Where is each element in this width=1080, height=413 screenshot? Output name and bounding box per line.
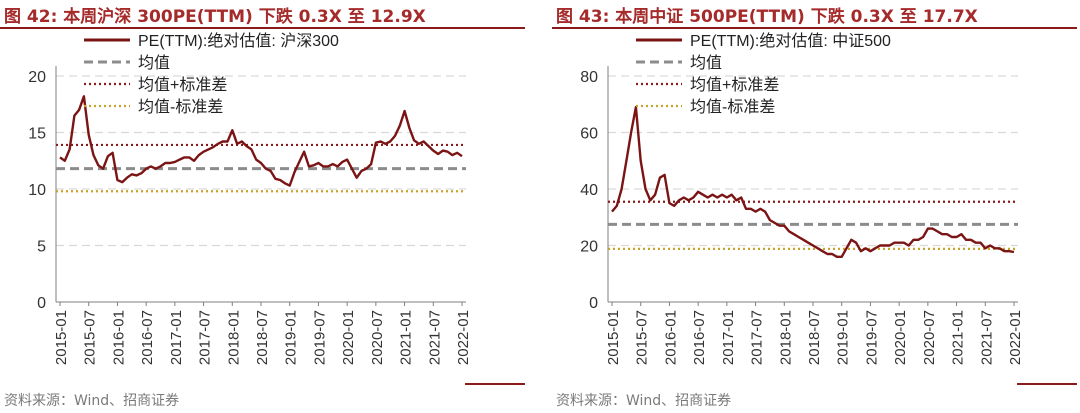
x-tick-label: 2017-07 — [197, 310, 214, 365]
source-note: 资料来源：Wind、招商证券 — [4, 393, 180, 409]
source-rule — [1017, 383, 1077, 385]
legend-label: PE(TTM):绝对估值: 沪深300 — [138, 32, 339, 50]
x-tick-label: 2020-07 — [921, 310, 938, 365]
chart-panel-hs300: 图 42: 本周沪深 300PE(TTM) 下跌 0.3X 至 12.9X 0 5… — [0, 0, 525, 413]
y-tick-label: 20 — [28, 69, 46, 86]
x-tick-label: 2018-07 — [806, 310, 823, 365]
x-tick-label: 2020-07 — [369, 310, 386, 365]
source-rule — [465, 383, 525, 385]
legend-label: 均值+标准差 — [138, 76, 227, 94]
legend-label: 均值 — [690, 54, 722, 72]
x-tick-label: 2015-01 — [53, 310, 70, 365]
x-tick-label: 2015-07 — [82, 310, 99, 365]
title-rule — [0, 27, 525, 29]
y-tick-label: 10 — [28, 182, 46, 199]
x-tick-label: 2016-01 — [110, 310, 127, 365]
y-tick-label: 20 — [580, 239, 598, 256]
x-tick-label: 2018-01 — [225, 310, 242, 365]
legend-label: 均值-标准差 — [138, 98, 223, 116]
y-tick-label: 80 — [580, 69, 598, 86]
pe-chart-hs300: 0 5 10 15 20 2015-01 2015-07 2016-01 2016-07 2017… — [28, 32, 472, 365]
y-tick-label: 60 — [580, 126, 598, 143]
x-tick-label: 2016-07 — [139, 310, 156, 365]
y-tick-label: 5 — [37, 239, 46, 256]
x-tick-label: 2019-07 — [863, 310, 880, 365]
x-tick-label: 2019-07 — [311, 310, 328, 365]
legend-label: 均值+标准差 — [690, 76, 779, 94]
legend-label: 均值-标准差 — [690, 98, 775, 116]
y-tick-label: 40 — [580, 182, 598, 199]
x-tick-label: 2021-07 — [426, 310, 443, 365]
x-tick-label: 2019-01 — [283, 310, 300, 365]
x-tick-label: 2021-07 — [978, 310, 995, 365]
figure-title: 图 42: 本周沪深 300PE(TTM) 下跌 0.3X 至 12.9X — [4, 7, 426, 27]
x-tick-label: 2022-01 — [1007, 310, 1024, 365]
legend-label: 均值 — [138, 54, 170, 72]
source-note: 资料来源：Wind、招商证券 — [556, 393, 732, 409]
x-tick-label: 2017-07 — [749, 310, 766, 365]
pe-chart-csi500: 0 20 40 60 80 2015-01 2015-07 2016-01 2016-07 201… — [580, 32, 1024, 365]
title-rule — [552, 27, 1077, 29]
y-tick-label: 0 — [37, 295, 46, 312]
x-tick-label: 2020-01 — [340, 310, 357, 365]
x-tick-label: 2018-07 — [254, 310, 271, 365]
x-tick-label: 2016-01 — [662, 310, 679, 365]
x-tick-label: 2021-01 — [950, 310, 967, 365]
x-tick-label: 2020-01 — [892, 310, 909, 365]
x-tick-label: 2018-01 — [777, 310, 794, 365]
pe-series-line — [611, 105, 1015, 258]
x-tick-label: 2017-01 — [720, 310, 737, 365]
pe-series-line — [59, 95, 463, 187]
x-tick-label: 2019-01 — [835, 310, 852, 365]
x-tick-label: 2021-01 — [398, 310, 415, 365]
x-tick-label: 2016-07 — [691, 310, 708, 365]
x-tick-label: 2015-07 — [634, 310, 651, 365]
x-tick-label: 2015-01 — [605, 310, 622, 365]
x-tick-label: 2022-01 — [455, 310, 472, 365]
figure-title: 图 43: 本周中证 500PE(TTM) 下跌 0.3X 至 17.7X — [556, 7, 978, 27]
x-tick-label: 2017-01 — [168, 310, 185, 365]
legend-label: PE(TTM):绝对估值: 中证500 — [690, 32, 891, 50]
y-tick-label: 0 — [589, 295, 598, 312]
y-tick-label: 15 — [28, 126, 46, 143]
